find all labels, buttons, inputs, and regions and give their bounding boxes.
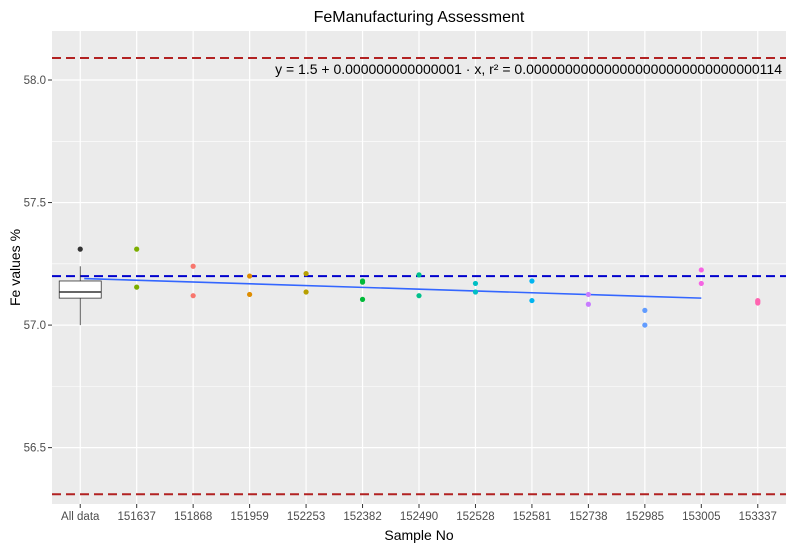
trend-line-group <box>84 277 702 299</box>
data-point <box>585 291 591 298</box>
data-point <box>698 280 704 287</box>
data-point <box>529 297 535 304</box>
trend-line <box>84 277 702 299</box>
data-point <box>585 301 591 307</box>
x-tick-label: 152490 <box>400 511 438 523</box>
points-group <box>134 246 761 328</box>
data-point <box>416 293 422 299</box>
y-axis-title: Fe values % <box>7 229 23 306</box>
data-point <box>134 284 140 290</box>
data-point <box>755 300 761 306</box>
box-iqr <box>58 280 102 299</box>
y-tick-label: 58.0 <box>24 75 46 87</box>
chart-title: FeManufacturing Assessment <box>314 9 525 26</box>
data-point <box>190 263 196 269</box>
data-point <box>247 291 253 298</box>
boxplot-group <box>58 246 102 326</box>
x-tick-label: 152253 <box>287 511 325 523</box>
axes-group: 56.5 57.0 57.5 58.0 All data 151637 151868 1519… <box>24 75 777 523</box>
y-tick-label: 56.5 <box>24 443 46 455</box>
regression-equation: y = 1.5 + 0.000000000000001 · x, r² = 0.… <box>275 61 782 77</box>
x-tick-label: 153005 <box>682 511 720 523</box>
x-tick-label: 152985 <box>626 511 664 523</box>
data-point <box>134 246 140 252</box>
x-tick-label: 151637 <box>118 511 156 523</box>
data-point <box>698 267 704 273</box>
data-point <box>303 271 309 277</box>
data-point <box>247 273 253 279</box>
x-axis-title: Sample No <box>384 527 453 543</box>
box-outlier <box>77 246 83 252</box>
x-tick-label: 153337 <box>739 511 777 523</box>
data-point <box>190 293 196 299</box>
data-point <box>416 272 422 278</box>
data-point <box>642 322 648 328</box>
data-point <box>472 280 479 287</box>
x-tick-label: 151959 <box>230 511 268 523</box>
data-point <box>303 289 309 295</box>
data-point <box>359 296 366 302</box>
y-tick-label: 57.5 <box>24 198 46 210</box>
x-tick-label: 152382 <box>343 511 381 523</box>
data-point <box>359 279 366 285</box>
x-tick-label: 152528 <box>456 511 494 523</box>
data-point <box>642 307 648 313</box>
x-tick-label: 152581 <box>513 511 551 523</box>
y-tick-label: 57.0 <box>24 320 46 332</box>
data-point <box>472 289 479 295</box>
x-tick-label: All data <box>61 511 100 523</box>
data-point <box>529 278 535 284</box>
x-tick-label: 152738 <box>569 511 607 523</box>
x-tick-label: 151868 <box>174 511 212 523</box>
